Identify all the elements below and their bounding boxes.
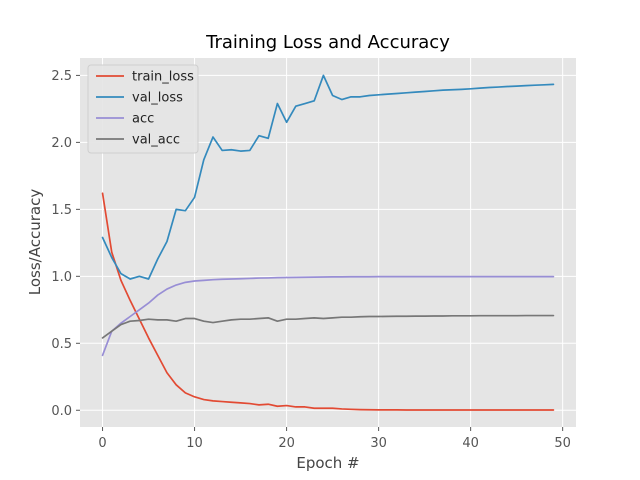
- y-tick-label: 2.5: [51, 69, 72, 84]
- y-tick-label: 2.0: [51, 136, 72, 151]
- legend-label: acc: [132, 112, 154, 127]
- x-tick-label: 0: [98, 436, 106, 451]
- series-line-val-acc: [101, 314, 555, 339]
- y-tick-label: 0.0: [51, 404, 72, 419]
- chart-title: Training Loss and Accuracy: [205, 32, 450, 53]
- series-line-acc: [101, 275, 555, 357]
- series-lines: [101, 74, 555, 411]
- y-tick-label: 1.5: [51, 203, 72, 218]
- x-tick-label: 30: [370, 436, 387, 451]
- y-axis-label: Loss/Accuracy: [26, 189, 44, 296]
- grid-lines: [80, 58, 576, 427]
- y-tick-label: 0.5: [51, 337, 72, 352]
- series-line-val-loss: [101, 74, 555, 280]
- y-tick-label: 1.0: [51, 270, 72, 285]
- series-line-train-loss: [101, 192, 555, 411]
- x-tick-label: 40: [462, 436, 479, 451]
- x-axis-label: Epoch #: [296, 454, 359, 472]
- x-tick-label: 50: [554, 436, 571, 451]
- x-tick-label: 20: [278, 436, 295, 451]
- legend-label: train_loss: [132, 70, 194, 85]
- x-tick-label: 10: [186, 436, 203, 451]
- legend-label: val_loss: [132, 91, 183, 106]
- tick-labels: 0 10 20 30 40 50 0.0 0.5 1.0 1.5 2.0 2.5: [51, 69, 571, 451]
- legend-label: val_acc: [132, 133, 180, 148]
- legend-frame: [87, 64, 199, 154]
